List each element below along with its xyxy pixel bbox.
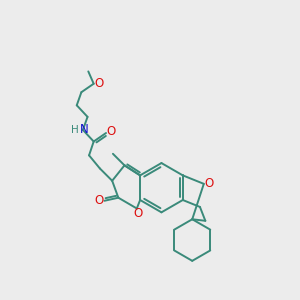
Text: O: O (94, 77, 104, 90)
Text: H: H (71, 125, 79, 135)
Text: O: O (134, 207, 143, 220)
Text: O: O (107, 125, 116, 138)
Text: N: N (80, 123, 89, 136)
Text: O: O (205, 177, 214, 190)
Text: O: O (94, 194, 104, 207)
